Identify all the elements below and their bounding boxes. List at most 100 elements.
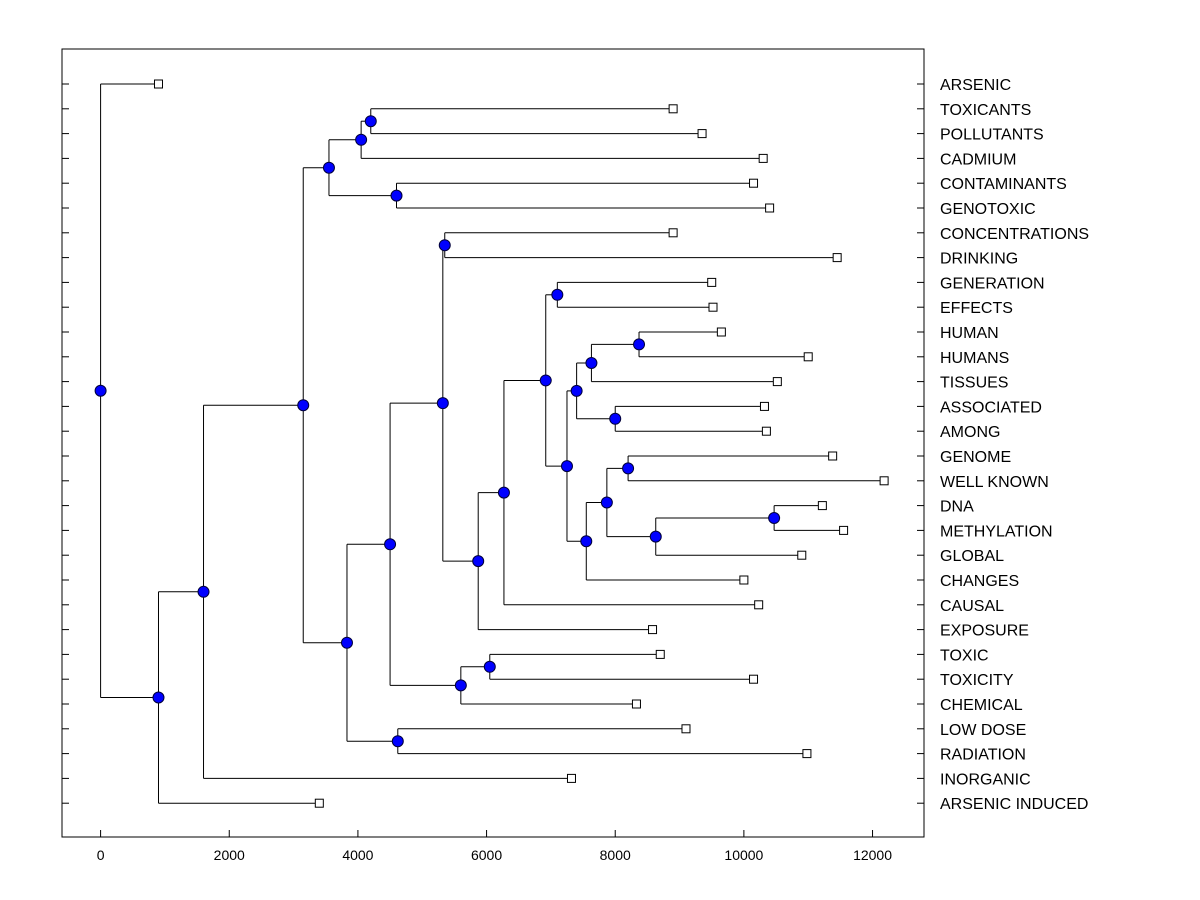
leaf-marker — [566, 773, 576, 783]
leaf-label: CONTAMINANTS — [940, 176, 1067, 193]
merge-node — [384, 538, 397, 551]
merge-node — [649, 530, 662, 543]
merge-node — [391, 735, 404, 748]
plot-frame — [61, 48, 925, 838]
merge-node — [580, 535, 593, 548]
leaf-label: EFFECTS — [940, 300, 1013, 317]
leaf-marker — [668, 228, 678, 238]
merge-node — [472, 555, 485, 568]
leaf-label: RADIATION — [940, 747, 1026, 764]
leaf-marker — [749, 674, 759, 684]
leaf-label: METHYLATION — [940, 523, 1053, 540]
leaf-marker — [761, 426, 771, 436]
leaf-label: CHANGES — [940, 573, 1019, 590]
leaf-label: TOXIC — [940, 647, 989, 664]
leaf-marker — [631, 699, 641, 709]
leaf-label: ARSENIC INDUCED — [940, 796, 1088, 813]
leaf-label: DRINKING — [940, 251, 1018, 268]
merge-node — [609, 412, 622, 425]
leaf-label: EXPOSURE — [940, 623, 1029, 640]
leaf-markers — [153, 79, 889, 808]
leaf-label: ARSENIC — [940, 77, 1011, 94]
leaf-label: DNA — [940, 499, 974, 516]
leaf-label: GLOBAL — [940, 548, 1004, 565]
merge-node — [551, 288, 564, 301]
leaf-marker — [655, 649, 665, 659]
leaf-label: HUMANS — [940, 350, 1009, 367]
leaf-marker — [648, 625, 658, 635]
leaf-label: WELL KNOWN — [940, 474, 1049, 491]
merge-node — [355, 133, 368, 146]
merge-node — [483, 660, 496, 673]
merge-node — [600, 496, 613, 509]
leaf-marker — [708, 302, 718, 312]
merge-node — [340, 636, 353, 649]
merge-node — [497, 486, 510, 499]
merge-node — [436, 397, 449, 410]
x-tick-label: 6000 — [471, 847, 502, 863]
leaf-marker — [749, 178, 759, 188]
leaf-label: POLLUTANTS — [940, 127, 1044, 144]
leaf-marker — [697, 129, 707, 139]
merge-node — [390, 189, 403, 202]
leaf-label: CONCENTRATIONS — [940, 226, 1089, 243]
leaf-label: GENOTOXIC — [940, 201, 1036, 218]
y-axis-ticks — [62, 83, 924, 804]
x-tick-label: 12000 — [853, 847, 892, 863]
leaf-label: HUMAN — [940, 325, 999, 342]
leaf-label: TOXICANTS — [940, 102, 1031, 119]
merge-node — [364, 115, 377, 128]
leaf-marker — [739, 575, 749, 585]
merge-node — [539, 374, 552, 387]
leaf-label: INORGANIC — [940, 771, 1031, 788]
leaf-marker — [797, 550, 807, 560]
leaf-label: CAUSAL — [940, 598, 1004, 615]
merge-node — [622, 462, 635, 475]
leaf-marker — [707, 277, 717, 287]
leaf-marker — [839, 525, 849, 535]
x-tick-label: 0 — [97, 847, 105, 863]
leaf-marker — [802, 749, 812, 759]
leaf-marker — [758, 153, 768, 163]
merge-node — [197, 585, 210, 598]
leaf-marker — [765, 203, 775, 213]
leaf-marker — [153, 79, 163, 89]
leaf-label: GENERATION — [940, 275, 1045, 292]
leaf-label: TISSUES — [940, 375, 1008, 392]
merge-node — [633, 338, 646, 351]
leaf-marker — [828, 451, 838, 461]
leaf-label: GENOME — [940, 449, 1011, 466]
leaf-label: TOXICITY — [940, 672, 1014, 689]
merge-node — [152, 691, 165, 704]
leaf-label: CADMIUM — [940, 151, 1016, 168]
merge-node — [297, 399, 310, 412]
x-tick-label: 10000 — [724, 847, 763, 863]
leaf-marker — [879, 476, 889, 486]
leaf-marker — [759, 401, 769, 411]
leaf-label: ASSOCIATED — [940, 399, 1042, 416]
leaf-marker — [817, 501, 827, 511]
leaf-marker — [668, 104, 678, 114]
merge-node — [560, 460, 573, 473]
merge-node — [768, 512, 781, 524]
leaf-marker — [772, 377, 782, 387]
leaf-marker — [716, 327, 726, 337]
merge-node — [322, 161, 335, 174]
x-tick-label: 4000 — [342, 847, 373, 863]
merge-node — [438, 239, 451, 252]
merge-node — [454, 679, 467, 692]
leaf-label: CHEMICAL — [940, 697, 1023, 714]
x-axis: 0 2000 4000 6000 8000 10000 12000 — [97, 830, 892, 863]
merge-node — [94, 384, 107, 397]
merge-node — [585, 357, 598, 369]
leaf-labels: ARSENIC TOXICANTS POLLUTANTS CADMIUM CONTAMI… — [940, 77, 1089, 813]
leaf-label: AMONG — [940, 424, 1000, 441]
x-tick-label: 2000 — [214, 847, 245, 863]
leaf-label: LOW DOSE — [940, 722, 1026, 739]
leaf-marker — [754, 600, 764, 610]
merge-nodes — [94, 115, 781, 748]
leaf-marker — [803, 352, 813, 362]
leaf-marker — [314, 798, 324, 808]
merge-node — [570, 384, 583, 397]
